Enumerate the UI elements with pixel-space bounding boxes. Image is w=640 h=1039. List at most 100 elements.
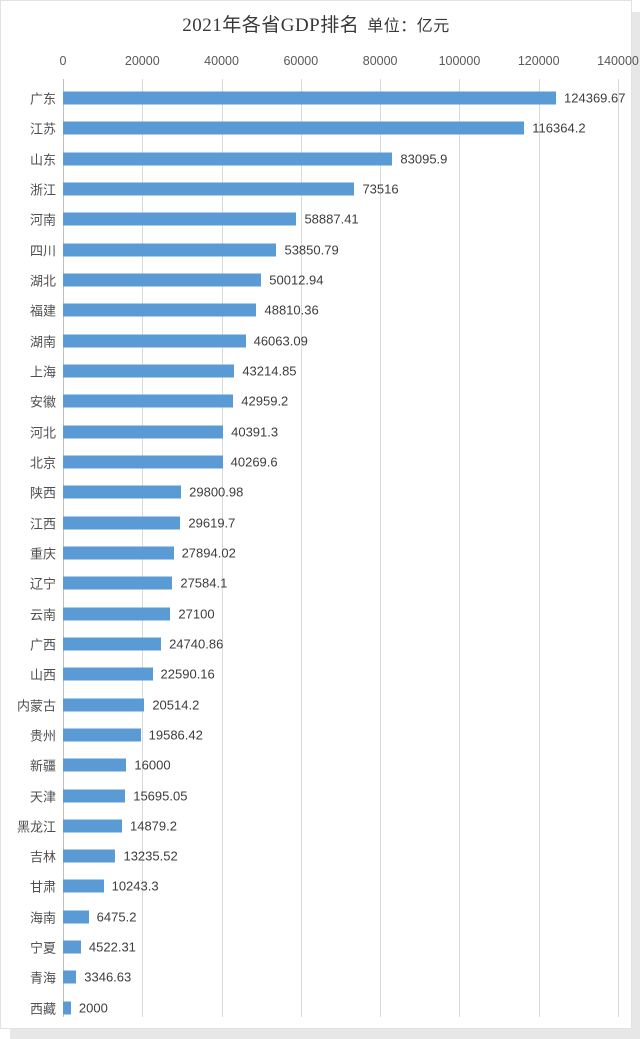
bar-row: 贵州 19586.42 [1, 720, 631, 750]
gridline [380, 79, 382, 1017]
category-label: 湖南 [29, 334, 56, 350]
category-label: 湖北 [29, 273, 56, 289]
value-label: 48810.36 [264, 302, 319, 318]
bar [63, 758, 127, 772]
bar-row: 浙江 73516 [1, 174, 631, 204]
category-label: 甘肃 [29, 879, 56, 895]
category-label: 天津 [29, 789, 56, 805]
bar-row: 四川 53850.79 [1, 235, 631, 265]
value-label: 29800.98 [189, 484, 244, 500]
category-label: 北京 [29, 455, 56, 471]
bar-row: 甘肃 10243.3 [1, 871, 631, 901]
bar [63, 212, 297, 226]
bar-row: 湖南 46063.09 [1, 326, 631, 356]
value-label: 124369.67 [564, 90, 626, 106]
value-label: 22590.16 [160, 666, 215, 682]
category-label: 云南 [29, 607, 56, 623]
bar [63, 516, 181, 530]
category-label: 海南 [29, 910, 56, 926]
bar-row: 北京 40269.6 [1, 447, 631, 477]
x-axis-tick-label: 140000 [597, 54, 639, 68]
bar-row: 湖北 50012.94 [1, 265, 631, 295]
value-label: 6475.2 [96, 909, 137, 925]
bar-row: 陕西 29800.98 [1, 477, 631, 507]
bar-row: 广东 124369.67 [1, 83, 631, 113]
category-label: 广西 [29, 637, 56, 653]
gridline [221, 79, 223, 1017]
chart-title-text: 2021年各省GDP排名 [182, 15, 360, 36]
bar-row: 新疆 16000 [1, 750, 631, 780]
value-label: 14879.2 [129, 818, 177, 834]
category-label: 西藏 [29, 1001, 56, 1017]
category-label: 浙江 [29, 182, 56, 198]
bar-row: 广西 24740.86 [1, 629, 631, 659]
bar [63, 152, 393, 166]
bar [63, 243, 277, 257]
bar [63, 940, 81, 954]
chart-title-unit: 单位：亿元 [367, 18, 450, 35]
value-label: 73516 [362, 181, 399, 197]
value-label: 10243.3 [111, 878, 159, 894]
category-label: 黑龙江 [16, 819, 56, 835]
value-label: 16000 [134, 757, 171, 773]
category-label: 宁夏 [29, 940, 56, 956]
category-label: 青海 [29, 970, 56, 986]
value-label: 15695.05 [133, 788, 188, 804]
value-label: 53850.79 [284, 242, 339, 258]
value-label: 27584.1 [180, 575, 228, 591]
value-label: 19586.42 [148, 727, 203, 743]
bar [63, 728, 141, 742]
gridline [300, 79, 302, 1017]
bar-row: 黑龙江 14879.2 [1, 811, 631, 841]
category-label: 新疆 [29, 758, 56, 774]
x-axis-tick-label: 60000 [283, 54, 319, 68]
bar-row: 青海 3346.63 [1, 962, 631, 992]
gridline [538, 79, 540, 1017]
value-label: 42959.2 [241, 393, 289, 409]
bar [63, 121, 525, 135]
bar-row: 宁夏 4522.31 [1, 932, 631, 962]
value-label: 20514.2 [152, 697, 200, 713]
bar [63, 394, 234, 408]
value-label: 83095.9 [400, 151, 448, 167]
bar-row: 江苏 116364.2 [1, 113, 631, 143]
bar-row: 辽宁 27584.1 [1, 568, 631, 598]
gridline [459, 79, 461, 1017]
bar [63, 455, 223, 469]
bar-row: 海南 6475.2 [1, 902, 631, 932]
bar-row: 安徽 42959.2 [1, 386, 631, 416]
bar [63, 819, 122, 833]
category-label: 陕西 [29, 485, 56, 501]
bar [63, 637, 162, 651]
value-label: 40391.3 [231, 424, 279, 440]
category-label: 广东 [29, 91, 56, 107]
bar [63, 1001, 71, 1015]
bar-row: 山西 22590.16 [1, 659, 631, 689]
category-label: 上海 [29, 364, 56, 380]
x-axis-tick-label: 100000 [438, 54, 481, 68]
value-label: 13235.52 [123, 848, 178, 864]
bar-row: 山东 83095.9 [1, 144, 631, 174]
category-label: 辽宁 [29, 576, 56, 592]
bar-row: 上海 43214.85 [1, 356, 631, 386]
bar [63, 879, 104, 893]
value-label: 46063.09 [253, 333, 308, 349]
bar [63, 607, 171, 621]
bar-row: 天津 15695.05 [1, 780, 631, 810]
bar [63, 91, 557, 105]
category-label: 河南 [29, 212, 56, 228]
value-label: 2000 [78, 1000, 108, 1016]
x-axis-tick-label: 40000 [204, 54, 239, 68]
value-label: 24740.86 [169, 636, 224, 652]
category-label: 山西 [29, 667, 56, 683]
value-label: 27894.02 [181, 545, 236, 561]
category-label: 河北 [29, 425, 56, 441]
chart-title: 2021年各省GDP排名 单位：亿元 [1, 10, 631, 37]
bar-row: 重庆 27894.02 [1, 538, 631, 568]
value-label: 27100 [178, 606, 215, 622]
bar-row: 云南 27100 [1, 598, 631, 628]
value-label: 3346.63 [84, 969, 132, 985]
bar [63, 303, 257, 317]
